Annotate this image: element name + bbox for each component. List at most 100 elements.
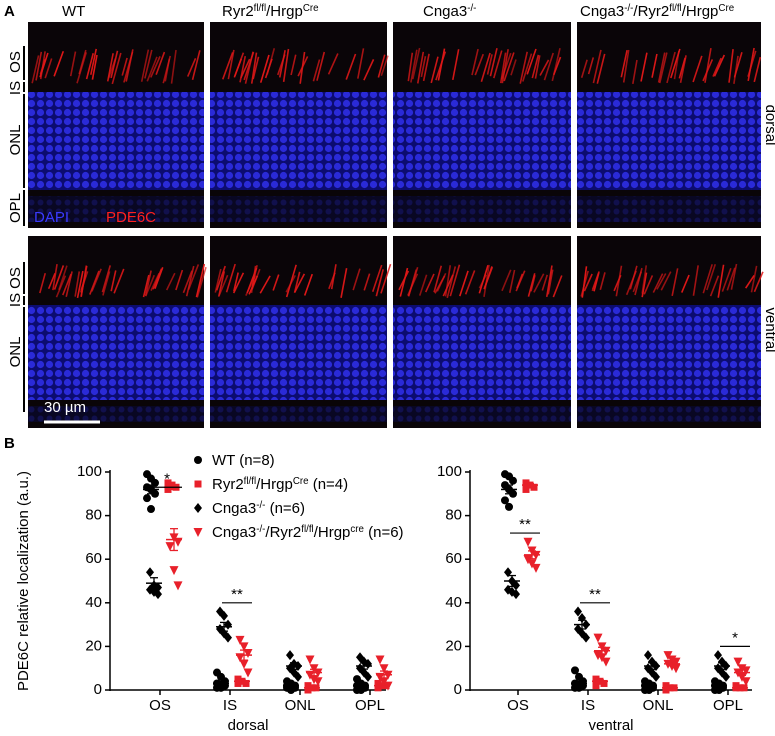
data-point [242, 679, 250, 687]
pde6c-streak [221, 52, 234, 80]
pde6c-streak [652, 273, 664, 293]
pde6c-streak [692, 55, 703, 83]
pde6c-streak [591, 271, 600, 292]
pde6c-streak [730, 263, 738, 290]
pde6c-streak [259, 54, 270, 83]
data-point [169, 566, 179, 576]
pde6c-streak [44, 58, 53, 79]
pde6c-streak [613, 274, 622, 292]
x-tick-label: ONL [643, 697, 674, 714]
data-point [243, 648, 253, 658]
dapi-layer [210, 305, 387, 400]
pde6c-streak [39, 51, 46, 80]
pde6c-streak [107, 58, 117, 79]
data-point [733, 657, 743, 667]
y-tick-label: 20 [445, 637, 462, 654]
data-point [313, 677, 323, 687]
data-point [364, 671, 372, 682]
pde6c-streak [547, 269, 554, 295]
layer-label: IS [7, 81, 24, 95]
y-axis-label: PDE6C relative localization (a.u.) [15, 471, 32, 691]
pde6c-streak [599, 272, 606, 291]
pde6c-streak [483, 264, 490, 298]
pde6c-streak [717, 264, 725, 298]
pde6c-streak [580, 59, 588, 79]
dapi-layer [577, 305, 761, 400]
dapi-dim [393, 196, 571, 222]
pde6c-streak [666, 51, 676, 84]
pde6c-streak [31, 55, 40, 84]
text-part: WT [62, 3, 85, 20]
data-point [662, 682, 670, 690]
data-point [512, 589, 520, 600]
pde6c-streak [446, 266, 457, 299]
pde6c-streak [62, 273, 72, 296]
pde6c-streak [534, 55, 541, 79]
pde6c-streak [91, 268, 102, 292]
text-part: cre [350, 524, 364, 535]
pde6c-streak [150, 56, 161, 78]
pde6c-streak [195, 263, 206, 298]
pde6c-streak [503, 52, 515, 82]
series [165, 483, 393, 691]
pde6c-streak [713, 54, 726, 77]
text-part: fl/fl [244, 476, 256, 487]
dapi-layer [210, 92, 387, 190]
series [522, 479, 748, 694]
pde6c-streak [596, 53, 606, 84]
pde6c-streak [187, 264, 200, 290]
dapi-dim [28, 196, 204, 222]
y-tick-label: 60 [445, 550, 462, 567]
pde6c-streak [410, 49, 418, 83]
pde6c-streak [252, 56, 260, 80]
x-axis-label: ventral [588, 717, 633, 734]
y-tick-label: 0 [94, 681, 102, 698]
pde6c-streak [545, 265, 553, 298]
pde6c-streak [583, 273, 593, 292]
y-tick-label: 40 [445, 594, 462, 611]
pde6c-streak [435, 51, 447, 81]
data-point [357, 686, 365, 694]
pde6c-streak [215, 265, 226, 291]
legend-entry: Ryr2fl/fl/HrgpCre (n=4) [212, 476, 348, 494]
x-tick-label: OS [149, 697, 171, 714]
column-title: WT [62, 3, 85, 20]
data-point [146, 567, 154, 578]
pde6c-streak [750, 265, 758, 293]
pde6c-streak [110, 50, 119, 79]
data-point [224, 632, 232, 643]
pde6c-streak [278, 50, 286, 78]
pde6c-streak [702, 264, 713, 294]
data-point [715, 686, 723, 694]
pde6c-streak [753, 56, 762, 83]
pde6c-streak [89, 270, 100, 295]
text-part: Cnga3 [423, 3, 467, 20]
x-tick-label: ONL [285, 697, 316, 714]
pde6c-streak [102, 271, 111, 296]
data-point [644, 650, 652, 661]
pde6c-streak [285, 275, 296, 293]
pde6c-streak [154, 267, 164, 289]
dapi-dim [210, 196, 387, 222]
pde6c-streak [660, 271, 672, 291]
text-part: -/- [256, 524, 265, 535]
data-point [662, 686, 670, 694]
data-point [194, 480, 202, 488]
pde6c-streak [478, 265, 489, 294]
pde6c-streak [671, 268, 679, 297]
data-point [522, 479, 530, 487]
stain-label: DAPI [34, 209, 69, 226]
y-tick-label: 20 [85, 637, 102, 654]
pde6c-streak [539, 59, 550, 76]
pde6c-streak [551, 48, 561, 82]
pde6c-streak [380, 55, 389, 76]
pde6c-streak [90, 48, 98, 75]
data-point [593, 633, 603, 643]
pde6c-streak [52, 264, 58, 291]
x-tick-label: IS [581, 697, 595, 714]
pde6c-streak [434, 275, 446, 294]
data-point [304, 682, 312, 690]
pde6c-streak [345, 53, 357, 80]
pde6c-streak [641, 265, 648, 294]
legend-entry: WT (n=8) [212, 452, 275, 469]
